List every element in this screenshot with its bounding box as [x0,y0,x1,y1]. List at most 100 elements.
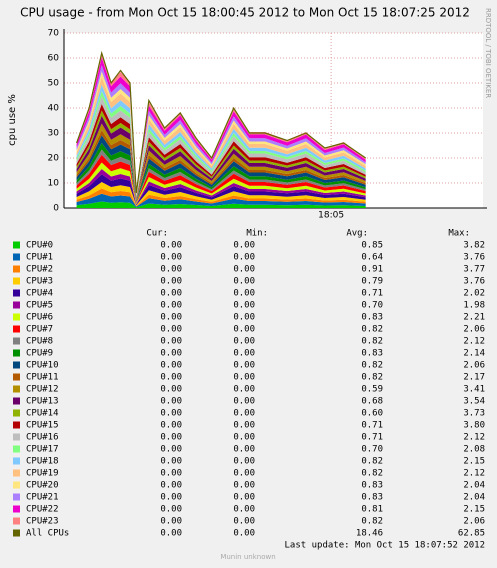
area [76,130,366,201]
side-text: RRDTOOL / TOBI OETIKER [484,8,492,98]
legend-value: 0.00 [233,469,255,479]
legend-name: CPU#5 [26,301,53,311]
legend-value: 0.00 [160,385,182,395]
legend-value: 0.00 [233,337,255,347]
legend-value: 0.82 [361,457,383,467]
legend-swatch [13,337,20,345]
legend-value: 0.00 [160,457,182,467]
legend-value: 0.00 [160,517,182,527]
legend-value: 3.76 [463,277,485,287]
legend-value: 0.00 [233,397,255,407]
y-tick-label: 50 [48,79,60,89]
area [76,201,366,208]
legend-value: 2.04 [463,481,485,491]
legend-swatch [13,313,20,321]
legend-value: 2.02 [463,289,485,299]
legend-swatch [13,373,20,381]
legend-name: CPU#3 [26,277,53,287]
legend-name: CPU#21 [26,493,59,503]
legend-swatch [13,469,20,477]
y-tick-label: 30 [48,129,60,139]
legend-value: 0.00 [233,481,255,491]
legend-swatch [13,529,20,537]
legend-swatch [13,265,20,273]
legend-value: 0.00 [233,373,255,383]
legend-name: CPU#9 [26,349,53,359]
legend-swatch [13,301,20,309]
area [76,169,366,205]
legend-value: 0.00 [233,529,255,539]
area [76,174,366,206]
legend-value: 3.77 [463,265,485,275]
legend-value: 0.00 [233,265,255,275]
legend-value: 3.82 [463,241,485,251]
legend-value: 0.71 [361,289,383,299]
legend-swatch [13,361,20,369]
legend-value: 0.00 [233,289,255,299]
legend-value: 2.04 [463,493,485,503]
column-header: Cur: [146,229,168,239]
legend-value: 0.83 [361,481,383,491]
legend-value: 2.12 [463,469,485,479]
legend-value: 0.00 [160,493,182,503]
legend-name: CPU#13 [26,397,59,407]
legend-value: 0.64 [361,253,383,263]
legend-value: 18.46 [356,529,383,539]
legend-name: CPU#16 [26,433,59,443]
legend-value: 0.00 [233,517,255,527]
legend-value: 2.06 [463,361,485,371]
column-header: Max: [448,229,470,239]
legend-value: 0.70 [361,445,383,455]
legend-value: 2.17 [463,373,485,383]
legend-value: 0.60 [361,409,383,419]
legend-name: CPU#23 [26,517,59,527]
area [76,96,366,198]
legend-value: 0.00 [233,433,255,443]
legend-name: CPU#12 [26,385,59,395]
legend-value: 2.15 [463,457,485,467]
legend-value: 0.00 [233,241,255,251]
area [76,91,366,197]
legend-value: 0.00 [160,397,182,407]
legend-swatch [13,409,20,417]
legend-value: 2.12 [463,433,485,443]
legend-value: 0.00 [160,337,182,347]
legend-value: 0.91 [361,265,383,275]
legend-value: 1.98 [463,301,485,311]
legend-value: 0.00 [233,421,255,431]
legend-swatch [13,289,20,297]
legend-name: CPU#14 [26,409,59,419]
legend-name: CPU#4 [26,289,53,299]
legend-value: 0.82 [361,361,383,371]
legend-value: 0.00 [160,529,182,539]
legend-value: 2.15 [463,505,485,515]
legend-swatch [13,421,20,429]
legend-swatch [13,397,20,405]
legend-value: 0.00 [160,313,182,323]
legend-value: 0.00 [233,277,255,287]
y-tick-label: 40 [48,104,60,114]
legend-value: 0.00 [233,253,255,263]
legend-name: CPU#10 [26,361,59,371]
area [76,65,366,194]
legend-value: 0.00 [160,325,182,335]
y-axis-label: cpu use % [7,94,18,146]
legend-value: 0.00 [233,505,255,515]
y-tick-label: 20 [48,154,60,164]
y-tick-label: 10 [48,179,60,189]
legend-value: 0.00 [233,385,255,395]
legend-value: 0.82 [361,325,383,335]
legend-value: 0.00 [160,253,182,263]
legend-name: All CPUs [26,529,69,539]
legend-value: 0.00 [160,433,182,443]
legend-value: 0.00 [160,361,182,371]
legend-value: 0.00 [233,361,255,371]
legend-swatch [13,517,20,525]
legend-value: 2.21 [463,313,485,323]
legend-value: 0.00 [160,289,182,299]
legend-name: CPU#19 [26,469,59,479]
legend-value: 0.00 [160,469,182,479]
legend-value: 0.71 [361,421,383,431]
legend-name: CPU#7 [26,325,53,335]
